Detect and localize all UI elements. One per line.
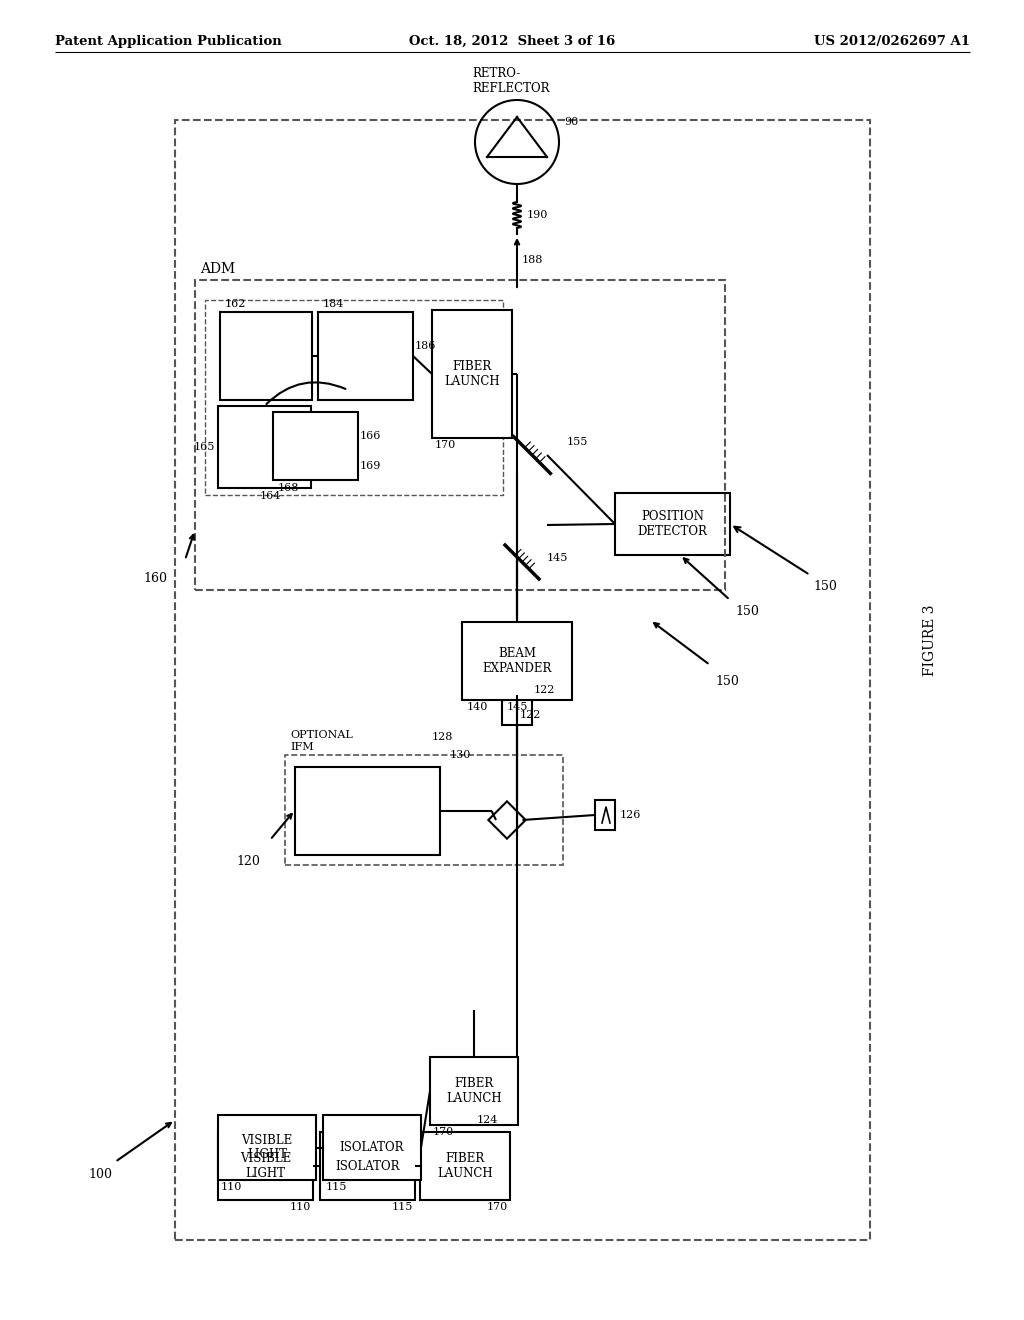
Text: 162: 162 [225, 300, 247, 309]
Bar [595, 800, 615, 830]
Text: 126: 126 [620, 810, 641, 820]
Bar [218, 1133, 313, 1200]
Text: 170: 170 [433, 1127, 455, 1137]
Text: 184: 184 [323, 300, 344, 309]
Text: 188: 188 [522, 255, 544, 265]
Text: 150: 150 [813, 579, 837, 593]
Text: 140: 140 [467, 702, 488, 711]
Text: 100: 100 [88, 1168, 112, 1181]
Bar [462, 622, 572, 700]
Bar [175, 120, 870, 1239]
Text: 170: 170 [486, 1203, 508, 1212]
Text: VISIBLE
LIGHT: VISIBLE LIGHT [242, 1134, 293, 1162]
Text: 169: 169 [360, 461, 381, 471]
Text: 130: 130 [450, 750, 471, 760]
Text: 115: 115 [391, 1203, 413, 1212]
Bar [218, 1115, 316, 1180]
Text: 186: 186 [415, 341, 436, 351]
Text: 122: 122 [520, 710, 542, 719]
Bar [295, 767, 440, 855]
Text: POSITION
DETECTOR: POSITION DETECTOR [638, 510, 708, 539]
Text: 170: 170 [435, 440, 457, 450]
Bar [432, 310, 512, 438]
Bar [285, 755, 563, 865]
Text: 122: 122 [534, 685, 555, 696]
Text: Oct. 18, 2012  Sheet 3 of 16: Oct. 18, 2012 Sheet 3 of 16 [409, 36, 615, 48]
Text: 115: 115 [326, 1181, 347, 1192]
Text: 110: 110 [290, 1203, 311, 1212]
Text: FIBER
LAUNCH: FIBER LAUNCH [444, 360, 500, 388]
Text: 124: 124 [477, 1115, 499, 1125]
Text: 168: 168 [278, 483, 299, 492]
Bar [323, 1115, 421, 1180]
Bar [273, 412, 358, 480]
Text: 120: 120 [237, 855, 260, 869]
Text: Patent Application Publication: Patent Application Publication [55, 36, 282, 48]
Text: 110: 110 [221, 1181, 243, 1192]
Bar [615, 492, 730, 554]
Text: RETRO-
REFLECTOR: RETRO- REFLECTOR [472, 67, 550, 95]
Bar [420, 1133, 510, 1200]
Text: 155: 155 [567, 437, 589, 447]
Text: FIBER
LAUNCH: FIBER LAUNCH [446, 1077, 502, 1105]
Text: VISIBLE
LIGHT: VISIBLE LIGHT [240, 1152, 291, 1180]
Text: 90: 90 [564, 117, 579, 127]
Bar [430, 1057, 518, 1125]
Text: 164: 164 [259, 491, 281, 502]
Text: FIBER
LAUNCH: FIBER LAUNCH [437, 1152, 493, 1180]
Bar [205, 300, 503, 495]
Text: 160: 160 [143, 572, 167, 585]
Text: 128: 128 [432, 733, 454, 742]
Text: ISOLATOR: ISOLATOR [340, 1140, 404, 1154]
Polygon shape [488, 801, 525, 838]
Text: ISOLATOR: ISOLATOR [335, 1159, 399, 1172]
Text: BEAM
EXPANDER: BEAM EXPANDER [482, 647, 552, 675]
Text: 166: 166 [360, 432, 381, 441]
Text: 145: 145 [507, 702, 528, 711]
Bar [318, 312, 413, 400]
Text: 150: 150 [715, 675, 739, 688]
Text: 190: 190 [527, 210, 549, 220]
Bar [220, 312, 312, 400]
Text: OPTIONAL
IFM: OPTIONAL IFM [290, 730, 352, 752]
Text: US 2012/0262697 A1: US 2012/0262697 A1 [814, 36, 970, 48]
Bar [502, 696, 532, 725]
Bar [319, 1133, 415, 1200]
Text: 150: 150 [735, 605, 759, 618]
Bar [218, 407, 311, 488]
Bar [195, 280, 725, 590]
Text: 145: 145 [547, 553, 568, 564]
Text: FIGURE 3: FIGURE 3 [923, 605, 937, 676]
Text: ADM: ADM [200, 261, 236, 276]
Text: 165: 165 [194, 442, 215, 451]
